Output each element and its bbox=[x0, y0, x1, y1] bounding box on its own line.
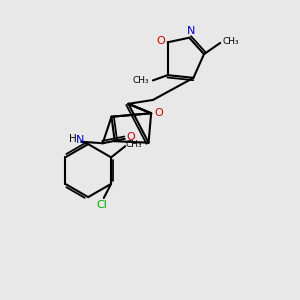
Text: O: O bbox=[157, 36, 166, 46]
Text: N: N bbox=[76, 135, 84, 145]
Text: CH₃: CH₃ bbox=[133, 76, 149, 85]
Text: CH₃: CH₃ bbox=[222, 37, 239, 46]
Text: CH₃: CH₃ bbox=[126, 140, 142, 149]
Text: H: H bbox=[69, 134, 76, 144]
Text: Cl: Cl bbox=[97, 200, 108, 210]
Text: N: N bbox=[187, 26, 195, 36]
Text: O: O bbox=[127, 132, 136, 142]
Text: O: O bbox=[154, 108, 163, 118]
